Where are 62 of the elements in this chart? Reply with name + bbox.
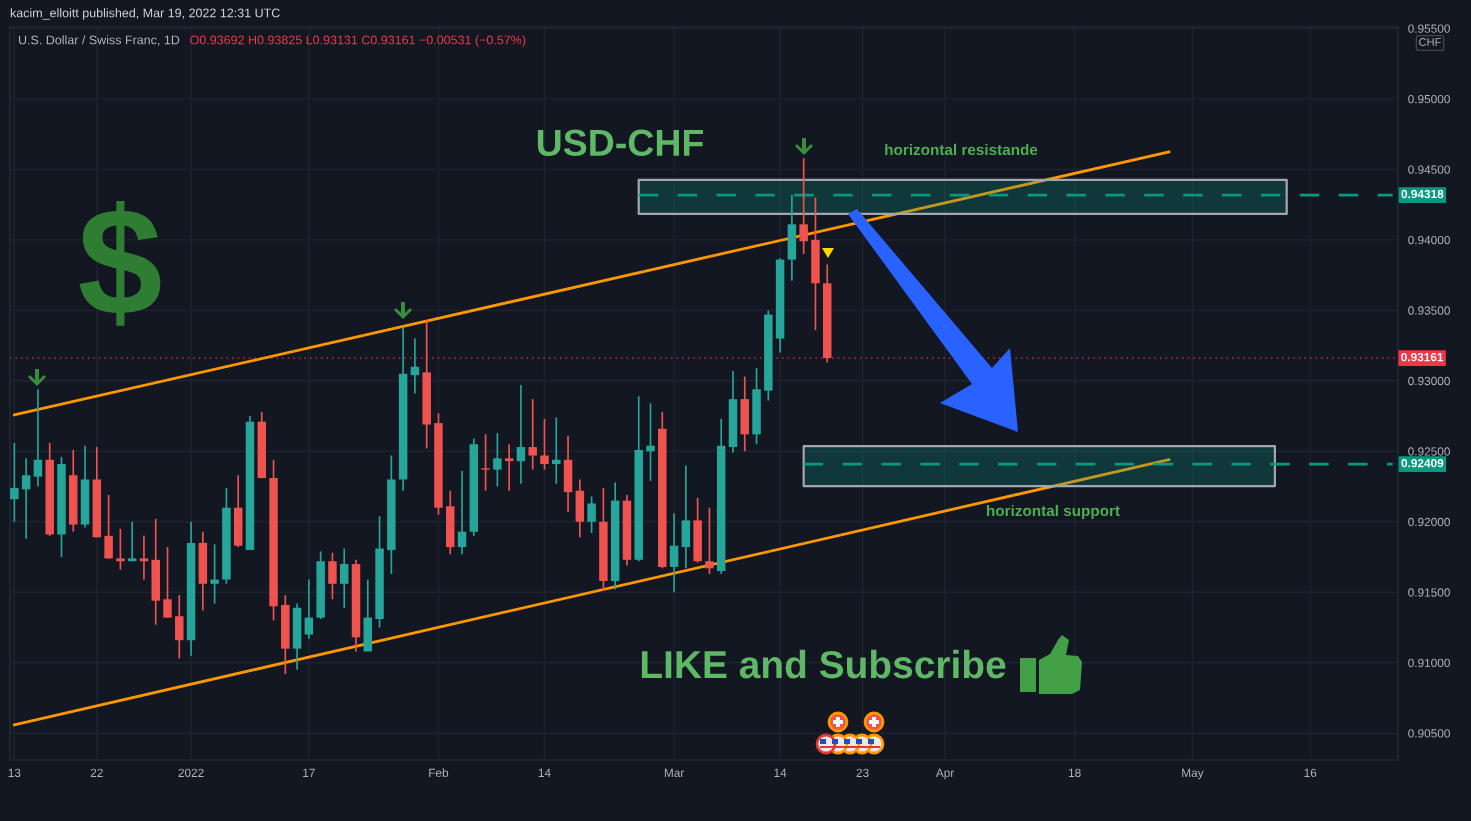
candlestick	[552, 416, 561, 485]
candlestick	[705, 506, 714, 575]
candlestick	[457, 470, 467, 556]
x-tick-label: 23	[856, 768, 869, 777]
y-tick-label: 0.95000	[1408, 94, 1450, 104]
x-tick-label: 2022	[178, 768, 204, 777]
candlestick	[210, 543, 219, 605]
x-tick-label: Mar	[664, 768, 685, 777]
x-tick-label: May	[1182, 768, 1204, 780]
y-tick-label: 0.92500	[1408, 447, 1450, 456]
y-tick-label: 0.93000	[1408, 376, 1450, 386]
candlestick	[799, 157, 808, 255]
candlestick	[163, 546, 172, 619]
x-tick-label: Apr	[935, 768, 955, 780]
y-tick-label: 0.91000	[1408, 658, 1450, 668]
candlestick	[116, 527, 125, 571]
candlestick	[328, 551, 337, 601]
y-tick-label: 0.94000	[1408, 235, 1450, 245]
candlestick	[10, 442, 19, 523]
y-tick-label: 0.92000	[1408, 517, 1450, 527]
candlestick	[646, 402, 655, 482]
candlestick	[516, 384, 526, 485]
x-tick-label: 16	[1304, 768, 1317, 777]
ref-line-label: 0.93161	[1401, 352, 1444, 362]
candlestick	[587, 495, 596, 534]
y-tick-label: 0.94500	[1408, 165, 1450, 174]
x-tick-label: 18	[1068, 768, 1081, 777]
data-label: 0.94318	[1401, 189, 1444, 199]
candlestick	[175, 594, 184, 660]
text: kacim_elloitt published, Mar 19, 2022 12:31 UTC	[10, 8, 280, 20]
data-label: 0.92409	[1401, 458, 1444, 468]
candlestick	[528, 398, 537, 471]
candlestick	[304, 578, 314, 640]
y-tick-label: 0.91500	[1408, 588, 1450, 597]
candlestick	[33, 388, 43, 488]
annotation: $	[79, 201, 161, 326]
candlestick	[481, 433, 490, 492]
text: O0.93692 H0.93825 L0.93131 C0.93161 −0.00531 (−0.57%)	[190, 35, 526, 47]
candlestick	[21, 457, 31, 540]
annotation: horizontal resistande	[885, 143, 1038, 156]
y-tick-label: 0.93500	[1408, 306, 1450, 315]
text: U.S. Dollar / Swiss Franc, 1D	[18, 35, 180, 46]
x-tick-label: 13	[8, 768, 21, 777]
x-tick-label: 14	[538, 768, 551, 777]
candlestick	[504, 443, 514, 492]
candlestick	[493, 432, 502, 488]
y-tick-label: 0.95500	[1408, 24, 1450, 33]
annotation: LIKE and Subscribe	[641, 649, 1006, 679]
candlestick	[139, 535, 149, 581]
y-tick-label: 0.90500	[1408, 729, 1450, 738]
x-tick-label: Feb	[429, 768, 449, 777]
candlestick	[127, 520, 137, 563]
candlestick	[339, 547, 349, 609]
candlestick	[540, 418, 549, 471]
annotation: USD-CHF	[537, 129, 703, 157]
x-tick-label: 17	[303, 768, 315, 777]
annotation: horizontal support	[987, 504, 1120, 520]
candlestick	[669, 512, 679, 594]
y-axis-title: CHF	[1419, 38, 1441, 46]
x-tick-label: 22	[90, 768, 103, 777]
candlestick	[104, 494, 113, 560]
x-tick-label: 14	[774, 768, 787, 777]
